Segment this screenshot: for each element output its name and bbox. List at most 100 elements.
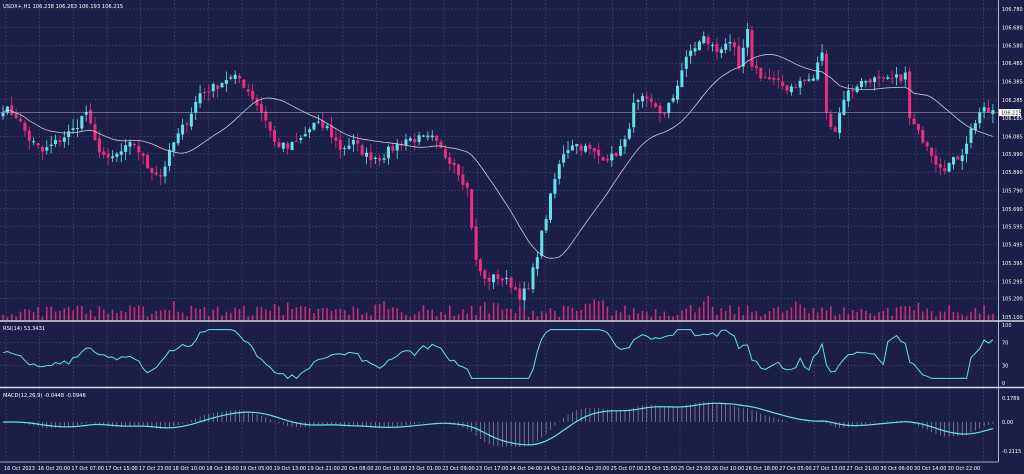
time-tick-label: 17 Oct 07:00 [71,466,104,472]
price-tick-label: 105.200 [1002,297,1023,303]
volume-bar [834,315,836,320]
candle-body [290,141,294,151]
moving-average-line [2,53,994,259]
volume-bar [203,306,206,320]
time-tick-label: 18 Oct 10:00 [173,466,206,472]
volume-bar [987,314,990,320]
time-tick-label: 17 Oct 15:00 [105,466,138,472]
price-tick-label: 105.395 [1002,261,1023,267]
candle-body [93,124,97,141]
candle-body [119,151,123,155]
volume-bar [716,314,718,320]
candle-body [395,144,399,151]
volume-bar [286,302,289,320]
volume-bar [615,310,617,320]
volume-bar [221,315,223,320]
candle-body [448,157,452,164]
candle-body [570,145,574,151]
volume-bar [199,309,201,320]
candle-body [62,137,66,142]
rsi-panel[interactable] [2,329,994,380]
candle-body [592,148,596,152]
volume-bar [194,308,197,320]
volume-bar [917,302,920,320]
candle-body [969,128,973,143]
volume-bar [32,312,35,320]
candle-body [649,98,653,102]
volume-bar [405,314,407,320]
volume-bar [606,306,609,320]
volume-bar [400,312,403,320]
volume-bar [10,314,13,320]
volume-bar [269,310,271,320]
macd-panel[interactable] [2,401,994,448]
volume-bar [545,312,547,320]
candle-body [277,142,281,148]
volume-bar [63,308,66,320]
candle-body [365,152,369,157]
price-panel[interactable]: 106.215 [0,23,1022,320]
candle-body [680,70,684,88]
volume-bar [89,309,92,320]
x-axis-labels: 16 Oct 2023 16 Oct 20:00 17 Oct 07:00 17 Oc… [4,466,980,472]
candle-body [382,158,386,160]
volume-bar [908,305,911,320]
volume-bar [554,311,556,320]
candle-body [470,189,474,228]
candle-body [417,135,421,142]
volume-bar [935,316,937,320]
candle-body [912,118,916,125]
candle-body [303,134,307,137]
volume-bar [637,313,639,320]
candle-body [785,85,789,91]
volume-bar [76,305,79,320]
candle-body [163,166,167,177]
volume-bar [790,307,793,320]
time-tick-label: 26 Oct 10:00 [712,466,745,472]
candle-body [562,154,566,163]
volume-bar [926,308,928,320]
candle-body [128,142,132,147]
candle-body [522,288,526,301]
volume-bar [435,316,438,320]
volume-bar [777,306,780,320]
candle-body [987,107,990,113]
time-tick-label: 19 Oct 05:00 [240,466,273,472]
volume-bar [580,309,582,320]
volume-bar [860,308,863,320]
volume-bar [589,303,591,320]
volume-bar [930,311,933,320]
candle-body [632,102,636,128]
volume-bar [251,315,254,320]
volume-bar [484,302,486,320]
candle-body [115,153,119,157]
volume-bar [300,306,302,320]
candle-body [273,130,277,142]
candle-body [391,145,395,151]
candle-body [868,79,872,83]
volume-bar [238,309,241,320]
candle-body [80,116,84,129]
volume-bar [488,313,490,320]
candle-body [627,128,631,139]
candle-body [908,71,912,119]
candle-body [106,153,110,158]
candle-body [951,157,955,165]
candle-body [658,105,662,114]
candle-body [338,139,342,150]
candle-body [763,77,767,79]
time-tick-label: 25 Oct 15:00 [644,466,677,472]
candle-body [281,142,285,149]
time-tick-label: 16 Oct 2023 [4,466,35,472]
volume-bar [225,311,228,320]
candle-body [71,128,75,131]
time-tick-label: 30 Oct 06:00 [880,466,913,472]
price-tick-label: 106.085 [1002,134,1023,140]
volume-bar [751,312,753,320]
candle-body [859,80,863,88]
candle-body [737,45,741,69]
time-tick-label: 23 Oct 01:00 [408,466,441,472]
candle-body [991,110,995,115]
volume-bar [510,308,512,320]
